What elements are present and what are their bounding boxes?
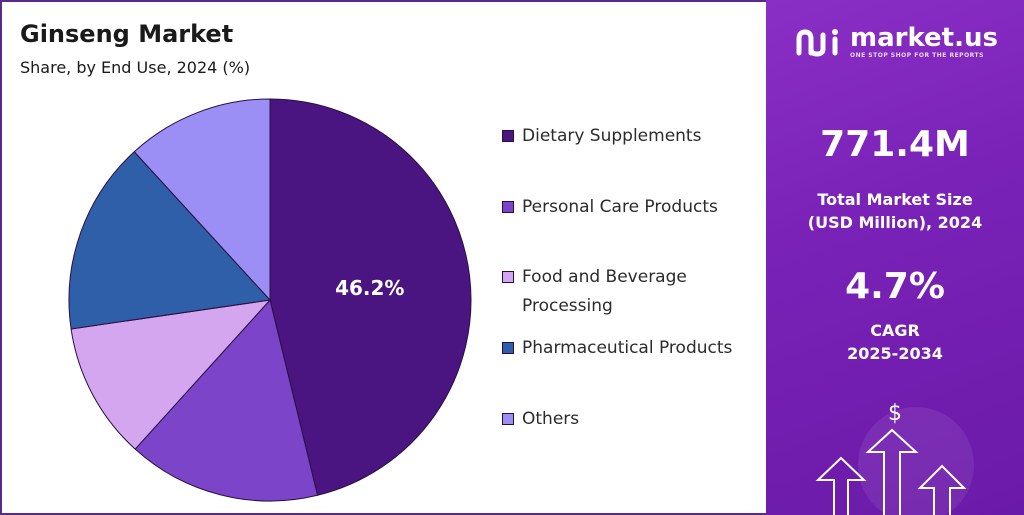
arrow-up-icon xyxy=(815,456,867,515)
brand-tagline: ONE STOP SHOP FOR THE REPORTS xyxy=(850,52,984,59)
legend-label: Personal Care Products xyxy=(522,197,718,217)
pie-slice-data-label: 46.2% xyxy=(335,276,404,300)
legend-swatch xyxy=(502,130,514,142)
legend-item: Food and Beverage Processing xyxy=(502,263,757,321)
legend-label: Pharmaceutical Products xyxy=(522,338,733,358)
legend-label: Dietary Supplements xyxy=(522,126,702,146)
cagr-period: 2025-2034 xyxy=(847,344,943,363)
legend-item: Personal Care Products xyxy=(502,193,757,222)
legend-label: Food and Beverage Processing xyxy=(522,267,687,316)
arrow-up-icon xyxy=(917,464,967,515)
pie-slice-food-and-beverage-processing xyxy=(70,299,272,450)
legend-item: Pharmaceutical Products xyxy=(502,334,757,363)
chart-title: Ginseng Market xyxy=(20,20,234,48)
summary-panel: market.us ONE STOP SHOP FOR THE REPORTS … xyxy=(766,0,1024,515)
legend-swatch xyxy=(502,271,514,283)
arrow-up-icon xyxy=(865,428,919,515)
legend-swatch xyxy=(502,342,514,354)
brand: market.us ONE STOP SHOP FOR THE REPORTS xyxy=(796,24,998,59)
growth-decoration: $ xyxy=(815,401,974,515)
pie-slice-pharmaceutical-products xyxy=(68,151,272,330)
chart-subtitle: Share, by End Use, 2024 (%) xyxy=(20,58,251,77)
market-size-label-line1: Total Market Size xyxy=(817,190,973,209)
cagr-label: CAGR xyxy=(870,321,920,340)
legend-label: Others xyxy=(522,409,580,429)
brand-name: market.us xyxy=(850,23,998,53)
pie-chart: 46.2% xyxy=(68,98,472,502)
cagr-value: 4.7% xyxy=(845,266,945,307)
legend-item: Others xyxy=(502,405,757,434)
pie-slice-personal-care-products xyxy=(134,298,319,502)
legend-swatch xyxy=(502,413,514,425)
pie-slice-others xyxy=(133,98,271,302)
dollar-icon: $ xyxy=(888,401,902,426)
market-us-logo-icon xyxy=(796,28,838,57)
pie-slice-dietary-supplements xyxy=(269,98,472,496)
coin-glow-icon xyxy=(858,407,974,515)
chart-panel: Ginseng Market Share, by End Use, 2024 (… xyxy=(0,0,766,515)
legend-swatch xyxy=(502,201,514,213)
market-size-value: 771.4M xyxy=(820,124,970,165)
market-size-label-line2: (USD Million), 2024 xyxy=(807,213,983,232)
legend-item: Dietary Supplements xyxy=(502,122,757,151)
